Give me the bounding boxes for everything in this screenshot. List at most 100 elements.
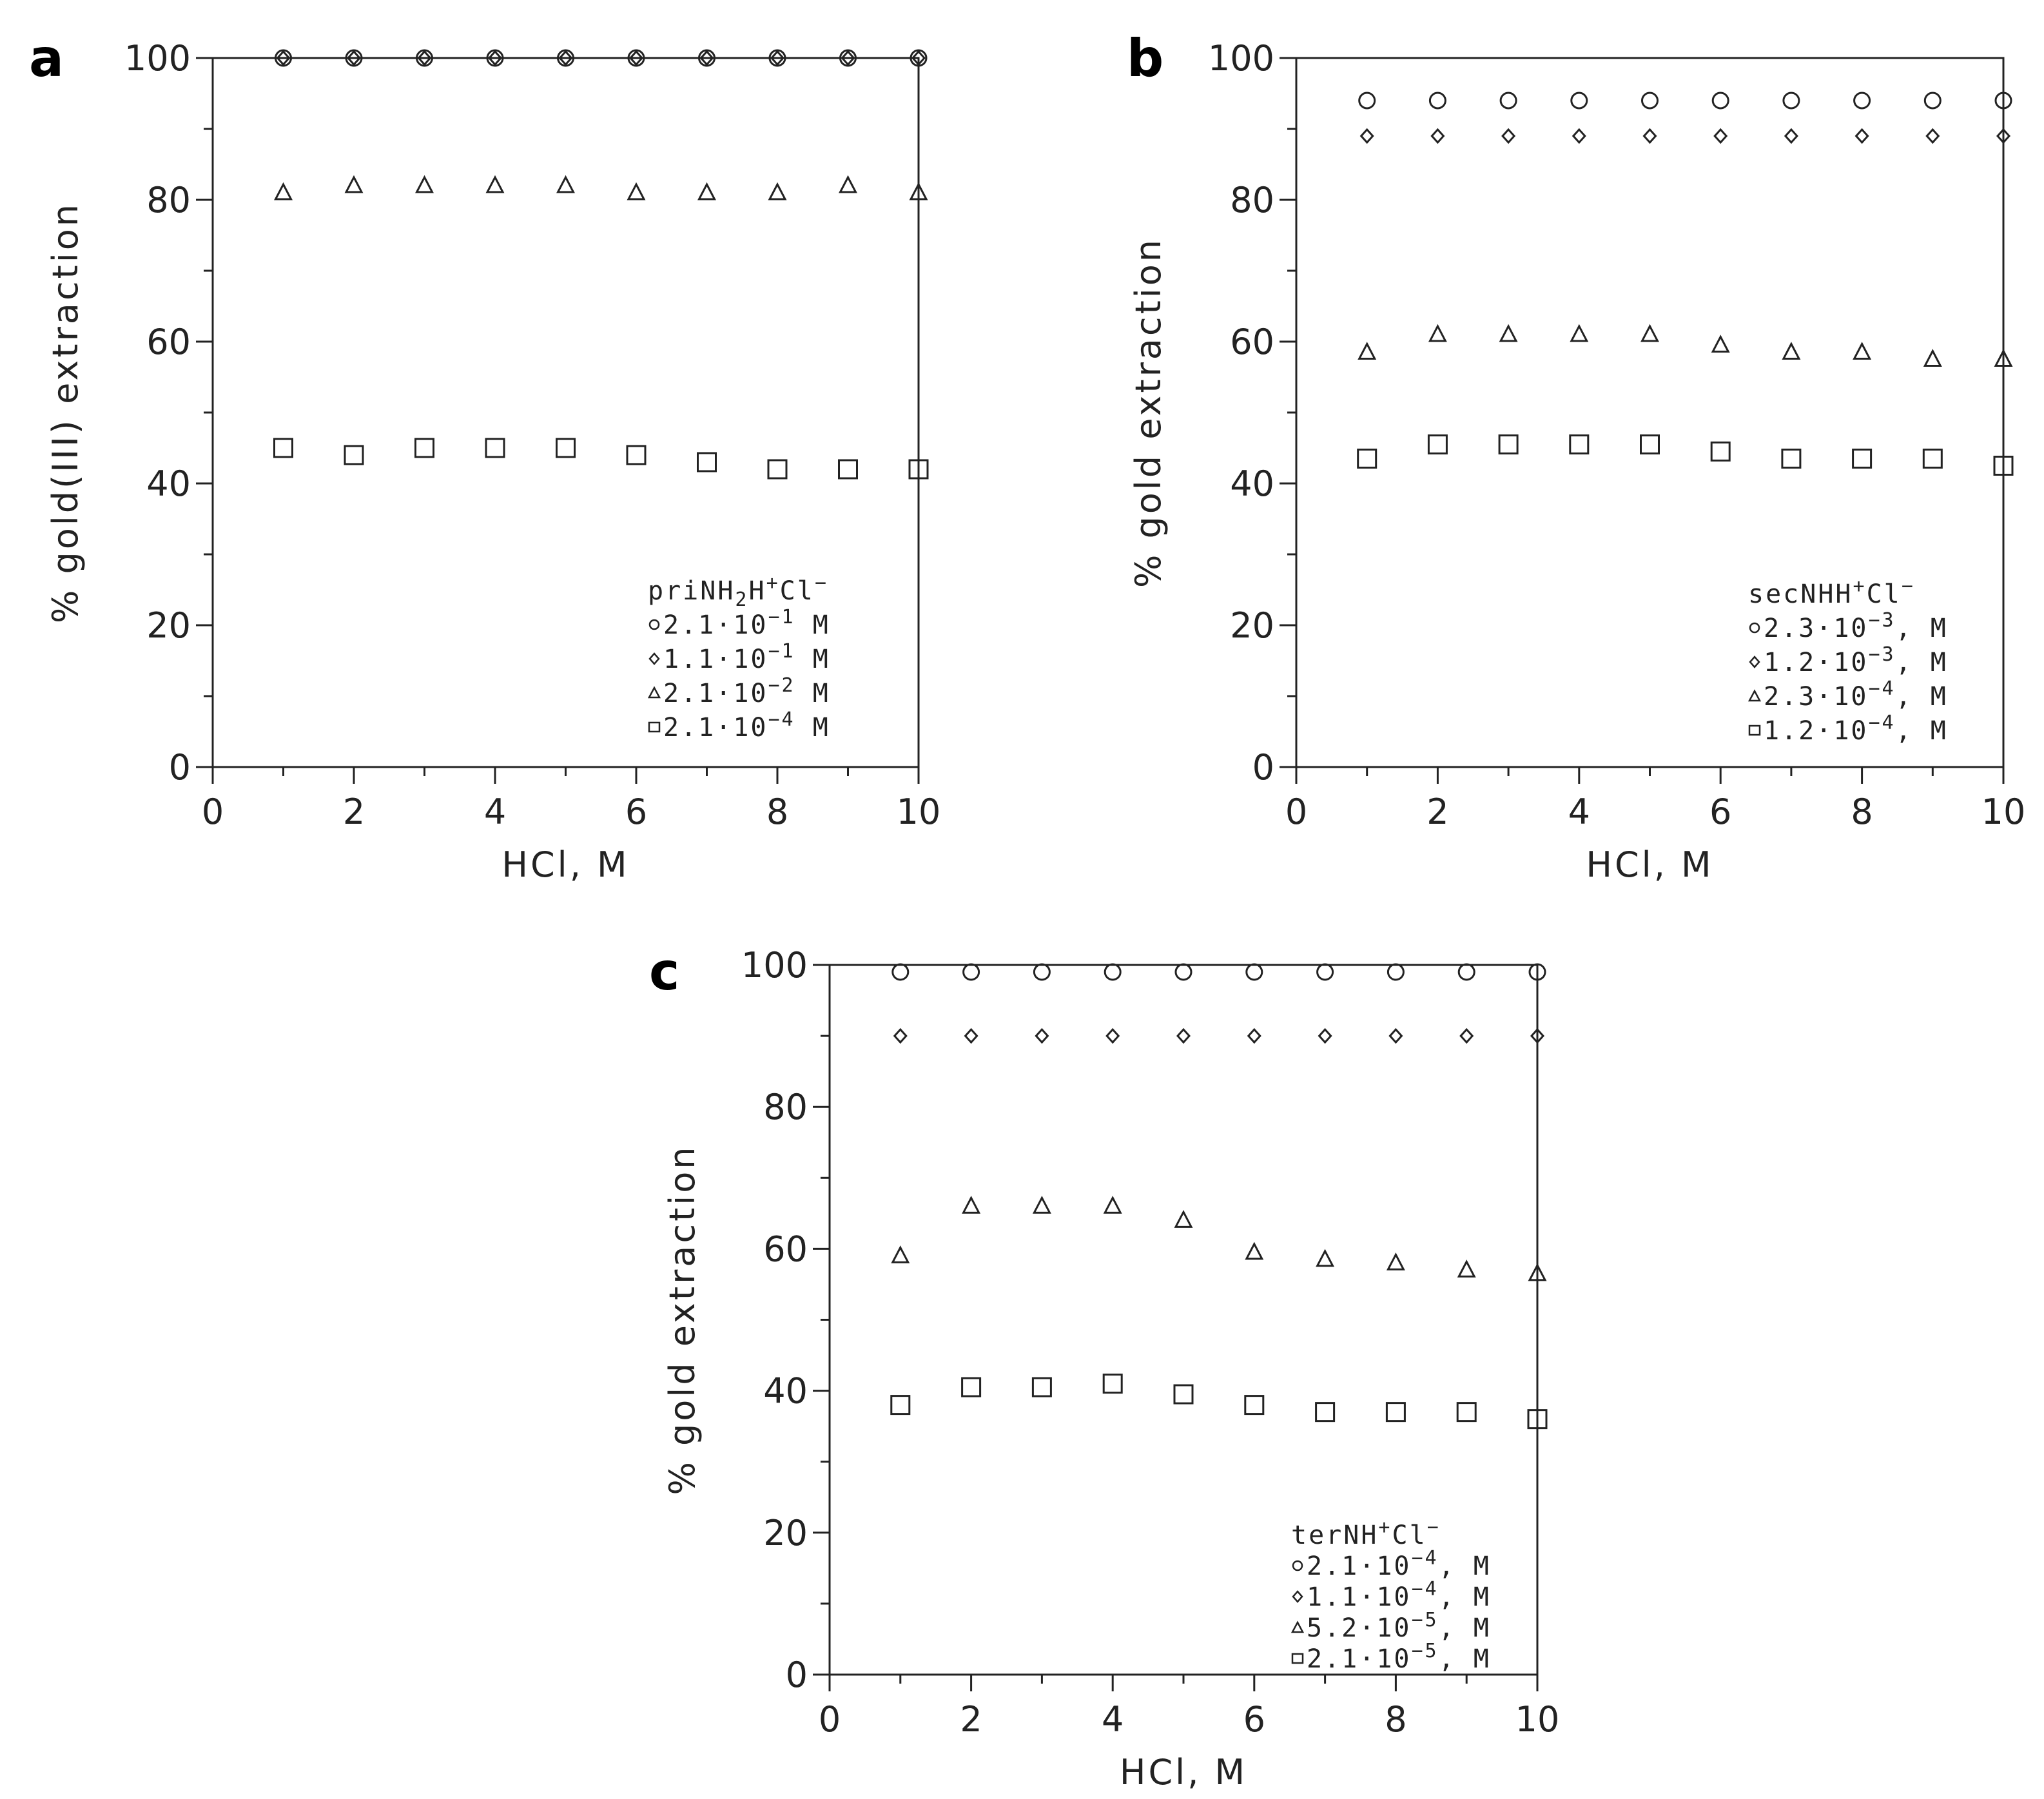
data-point-diamond bbox=[1247, 1027, 1261, 1044]
data-point-circle bbox=[1174, 963, 1192, 981]
legend-marker-triangle bbox=[1290, 1620, 1305, 1633]
data-point-circle bbox=[1528, 963, 1546, 981]
series-triangle bbox=[274, 175, 928, 200]
y-axis-title: % gold(III) extraction bbox=[45, 202, 86, 623]
data-point-triangle bbox=[1103, 1196, 1122, 1214]
data-point-triangle bbox=[1994, 349, 2013, 367]
legend: terNH+Cl−2.1·10−4, M1.1·10−4, M5.2·10−5,… bbox=[1290, 1516, 1491, 1674]
data-point-diamond bbox=[1318, 1027, 1332, 1044]
data-point-square bbox=[556, 438, 576, 458]
y-tick-label: 0 bbox=[786, 1655, 808, 1695]
data-point-triangle bbox=[1386, 1252, 1405, 1270]
data-point-diamond bbox=[699, 50, 714, 66]
data-point-diamond bbox=[1035, 1027, 1049, 1044]
data-point-diamond bbox=[1176, 1027, 1191, 1044]
data-point-square bbox=[908, 459, 929, 480]
data-point-square bbox=[1244, 1395, 1265, 1415]
legend-entry: 2.1·10−4, M bbox=[1307, 1547, 1491, 1581]
data-point-triangle bbox=[768, 182, 787, 200]
y-tick-label: 80 bbox=[1230, 180, 1274, 220]
y-tick-label: 40 bbox=[146, 463, 191, 504]
data-point-circle bbox=[1104, 963, 1122, 981]
data-point-circle bbox=[1853, 92, 1871, 110]
data-point-triangle bbox=[627, 182, 646, 200]
legend-entry: 1.2·10−3, M bbox=[1764, 643, 1948, 677]
data-point-diamond bbox=[1996, 128, 2011, 144]
x-tick-label: 8 bbox=[766, 792, 788, 832]
data-point-diamond bbox=[1572, 128, 1586, 144]
y-tick-label: 20 bbox=[1230, 605, 1274, 646]
data-point-triangle bbox=[556, 175, 575, 193]
chart-panel-c: c 0 20 40 60 80 100 0 2 4 6 8 10 HCl, M % gold extract… bbox=[649, 942, 1559, 1793]
y-axis-title: % gold extraction bbox=[1128, 237, 1169, 588]
data-point-triangle bbox=[1245, 1241, 1264, 1260]
series-diamond bbox=[276, 50, 926, 66]
data-point-square bbox=[890, 1395, 911, 1415]
data-point-circle bbox=[1923, 92, 1942, 110]
legend-entry: 2.1·10−5, M bbox=[1307, 1640, 1491, 1674]
data-point-triangle bbox=[1528, 1263, 1547, 1281]
data-point-circle bbox=[1358, 92, 1376, 110]
legend-title: secNHH+Cl− bbox=[1748, 575, 1915, 609]
data-point-diamond bbox=[276, 50, 291, 66]
data-point-triangle bbox=[1711, 335, 1730, 353]
data-point-square bbox=[697, 452, 717, 472]
x-axis-title: HCl, M bbox=[1586, 844, 1713, 885]
y-axis-title: % gold extraction bbox=[662, 1144, 703, 1495]
legend-marker-triangle bbox=[647, 686, 661, 699]
x-tick-label: 6 bbox=[625, 792, 647, 832]
x-tick-label: 10 bbox=[1515, 1699, 1560, 1740]
data-point-square bbox=[1710, 442, 1731, 462]
data-point-triangle bbox=[1032, 1196, 1051, 1214]
legend-entry: 1.2·10−4, M bbox=[1764, 712, 1948, 746]
y-tick-label: 60 bbox=[1230, 322, 1274, 362]
data-point-triangle bbox=[839, 175, 857, 193]
data-point-square bbox=[273, 438, 293, 458]
data-point-diamond bbox=[558, 50, 573, 66]
series-square bbox=[1357, 434, 2014, 476]
series-circle bbox=[1358, 92, 2012, 110]
data-point-square bbox=[1357, 449, 1377, 469]
legend-entry: 1.1·10−1 M bbox=[663, 640, 830, 674]
legend-title: priNH2H+Cl− bbox=[648, 572, 828, 611]
data-point-square bbox=[838, 459, 858, 480]
data-point-triangle bbox=[344, 175, 364, 193]
data-point-triangle bbox=[1499, 324, 1518, 342]
y-tick-label: 40 bbox=[1230, 463, 1274, 504]
data-point-square bbox=[1173, 1384, 1194, 1405]
y-tick-label: 100 bbox=[741, 945, 808, 986]
data-point-circle bbox=[1711, 92, 1729, 110]
data-point-circle bbox=[1428, 92, 1446, 110]
y-tick-label: 40 bbox=[763, 1371, 808, 1412]
data-point-triangle bbox=[909, 182, 928, 200]
data-point-triangle bbox=[1640, 324, 1659, 342]
data-point-diamond bbox=[628, 50, 644, 66]
data-point-diamond bbox=[1388, 1027, 1403, 1044]
data-point-circle bbox=[1641, 92, 1659, 110]
data-point-square bbox=[1922, 449, 1943, 469]
data-point-triangle bbox=[274, 182, 293, 200]
legend-marker-circle bbox=[1749, 622, 1760, 634]
legend-marker-diamond bbox=[648, 652, 660, 665]
chart-panel-b: b 0 20 40 60 80 100 0 2 4 6 8 10 HCl, M % gold extract… bbox=[1127, 28, 2025, 885]
legend-marker-square bbox=[1748, 724, 1761, 736]
data-point-square bbox=[414, 438, 434, 458]
legend: priNH2H+Cl−2.1·10−1 M1.1·10−1 M2.1·10−2 … bbox=[647, 572, 830, 743]
x-tick-label: 2 bbox=[343, 792, 365, 832]
x-tick-label: 4 bbox=[1568, 792, 1590, 832]
x-tick-label: 0 bbox=[819, 1699, 841, 1740]
panel-letter: c bbox=[649, 942, 679, 1002]
x-axis-title: HCl, M bbox=[1120, 1752, 1247, 1793]
data-point-circle bbox=[891, 963, 910, 981]
y-tick-label: 0 bbox=[1252, 747, 1274, 788]
series-triangle bbox=[891, 1196, 1547, 1281]
data-point-triangle bbox=[1174, 1210, 1193, 1228]
data-point-triangle bbox=[1853, 342, 1872, 360]
series-square bbox=[890, 1374, 1548, 1430]
data-point-triangle bbox=[1358, 342, 1377, 360]
x-tick-label: 6 bbox=[1243, 1699, 1265, 1740]
x-tick-label: 8 bbox=[1851, 792, 1873, 832]
data-point-diamond bbox=[1359, 128, 1374, 144]
data-point-square bbox=[485, 438, 505, 458]
